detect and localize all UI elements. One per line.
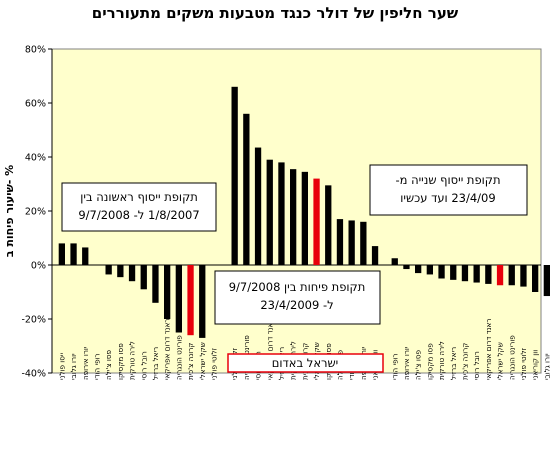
category-label: פסו צ'ילה: [104, 349, 113, 380]
bar: [199, 265, 206, 338]
bar: [152, 265, 159, 303]
y-tick-label: 20%: [25, 207, 46, 218]
bar: [290, 169, 297, 265]
bar: [473, 265, 480, 283]
category-label: פסו מקסיקו: [425, 343, 434, 380]
bar: [140, 265, 147, 290]
category-label: רובל רוסי: [139, 351, 148, 380]
category-label: זלוטי פולני: [209, 347, 218, 380]
bar: [391, 258, 398, 265]
legend-box: [227, 353, 384, 373]
category-label: ראנד דרום אפריקאי: [265, 319, 274, 380]
y-axis-label: שיעור פיחות ב- %: [3, 165, 16, 257]
category-label: פסו מקסיקו: [116, 343, 125, 380]
bar: [70, 243, 77, 265]
category-label: יורו גלובי: [69, 353, 78, 380]
bar: [415, 265, 422, 274]
bar-israel: [313, 178, 320, 265]
annotation-second-line1: תקופת ייסוף שנייה מ-: [395, 173, 500, 187]
category-label: יורו אירופה: [81, 346, 90, 380]
y-tick-label: 80%: [25, 45, 46, 56]
category-label: זלוטי פולני: [519, 347, 528, 380]
bar: [543, 265, 550, 297]
annotation-second-box: [369, 164, 528, 216]
annotation-devaluation-line2: ל- 23/4/2009: [260, 298, 333, 312]
bar: [175, 265, 182, 333]
annotation-first-box: [61, 182, 217, 232]
category-label: פורינט הונגריה: [507, 335, 516, 380]
category-label: רובל רוסי: [472, 351, 481, 380]
bar: [325, 185, 332, 265]
bar: [231, 86, 238, 265]
bar: [403, 265, 410, 270]
bar: [438, 265, 445, 279]
bar: [117, 265, 124, 278]
category-label: פסו צ'ילה: [414, 349, 423, 380]
bar: [266, 159, 273, 265]
category-label: רופי הודי: [92, 353, 101, 380]
bar-israel: [496, 265, 504, 286]
bar: [485, 265, 492, 284]
bar: [82, 247, 89, 265]
category-label: ריאל ברזיל: [151, 347, 160, 380]
bar: [348, 220, 355, 265]
bar: [520, 265, 527, 287]
y-tick-label: 60%: [25, 99, 46, 110]
category-label: ייסו פולני: [57, 352, 66, 380]
bar: [278, 162, 285, 265]
bar: [532, 265, 539, 292]
category-label: שקל ישראלי: [198, 342, 207, 380]
legend-israel-red: ישראל באדום: [227, 353, 384, 373]
bar: [301, 171, 308, 265]
y-tick-label: 0%: [31, 261, 46, 272]
category-label: קרונה צ'כית: [186, 343, 195, 380]
bar-israel: [187, 265, 194, 336]
chart-title: שער חליפין של דולר כנגד מטבעות משקים מתע…: [91, 4, 459, 22]
bar: [508, 265, 515, 286]
annotation-second-line2: 23/4/09 ועד עכשיו: [400, 191, 495, 205]
bar: [105, 265, 112, 275]
annotation-first-period: תקופת ייסוף ראשונה בין 1/8/2007 ל- 9/7/2…: [61, 182, 217, 232]
annotation-devaluation-period: תקופת פיחות בין 9/7/2008 ל- 23/4/2009: [214, 270, 381, 325]
bar: [371, 246, 379, 265]
annotation-first-line1: תקופת ייסוף ראשונה בין: [80, 190, 198, 204]
category-label: ריאל ברזיל: [449, 347, 458, 380]
annotation-second-period: תקופת ייסוף שנייה מ- 23/4/09 ועד עכשיו: [369, 164, 528, 216]
bar: [360, 221, 367, 265]
category-label: יורו אירופה: [402, 346, 411, 380]
bar: [58, 243, 65, 265]
annotation-devaluation-box: [214, 270, 381, 325]
annotation-first-line2: 1/8/2007 ל- 9/7/2008: [78, 208, 199, 222]
bar: [461, 265, 469, 282]
bar: [450, 265, 457, 280]
bar: [426, 265, 433, 275]
y-tick-label: 40%: [25, 153, 46, 164]
category-label: יורו גלובי: [542, 353, 550, 380]
category-label: לירה טורקית: [128, 341, 137, 380]
bars: [58, 86, 550, 338]
category-label: לירה טורקית: [437, 341, 446, 380]
category-label: רופי הודי: [390, 353, 399, 380]
category-label: שקל ישראלי: [496, 342, 505, 380]
y-tick-label: -20%: [21, 315, 46, 326]
category-label: וון קוריאני: [531, 350, 540, 380]
legend-text: ישראל באדום: [272, 356, 338, 370]
bar: [254, 147, 262, 265]
bar: [128, 265, 136, 282]
bar: [164, 265, 171, 319]
annotation-devaluation-line1: תקופת פיחות בין 9/7/2008: [229, 280, 366, 294]
bar: [243, 113, 250, 265]
category-label: ראנד דרום אפריקאי: [484, 319, 493, 380]
category-label: קרונה צ'כית: [460, 343, 469, 380]
bar: [336, 219, 344, 265]
category-label: ראנד דרום אפריקאי: [163, 319, 172, 380]
y-tick-label: -40%: [21, 369, 46, 380]
category-label: פורינט הונגריה: [174, 335, 183, 380]
